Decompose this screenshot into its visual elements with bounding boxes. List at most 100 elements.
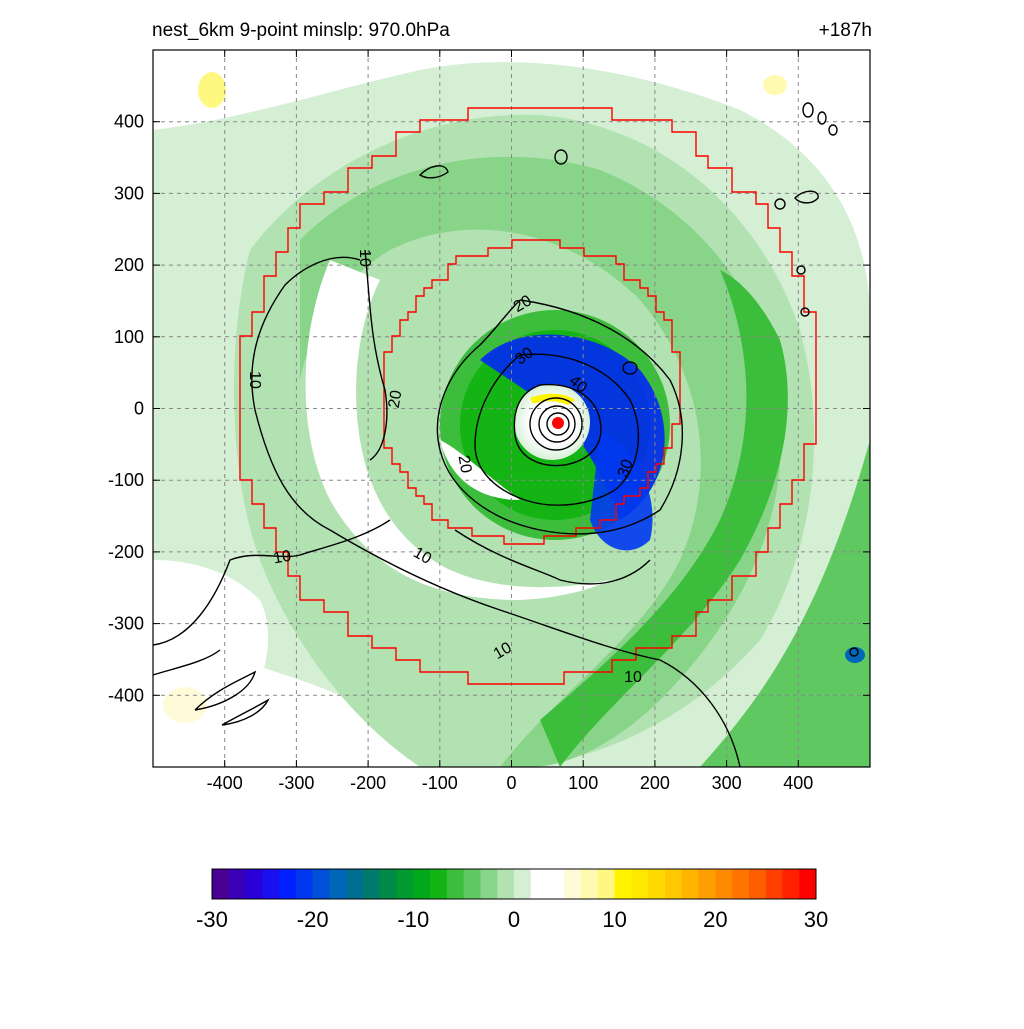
contour-10-inner (364, 249, 388, 461)
yellow-patch-ne (763, 75, 787, 95)
colorbar-swatch (698, 869, 716, 899)
contour-blob-e (622, 361, 638, 375)
contour-label: 10 (356, 249, 373, 267)
contour-blob-sw3 (153, 649, 221, 676)
contour-label: 10 (624, 669, 642, 686)
contour-10-sw (153, 519, 391, 646)
contour-inner-1 (529, 397, 583, 451)
y-tick-label: 300 (114, 183, 144, 203)
y-tick-label: -100 (108, 470, 144, 490)
colorbar-swatch (312, 869, 330, 899)
contour-10-south (454, 529, 651, 585)
colorbar-swatch (581, 869, 599, 899)
colorbar-tick-label: -20 (297, 907, 329, 932)
colorbar-swatch (497, 869, 515, 899)
contour-blob-se (849, 647, 859, 657)
yellow-patch-nw (198, 72, 226, 108)
colorbar-swatch (262, 869, 280, 899)
contour-blob-n2 (554, 149, 568, 165)
contour-inner-2 (538, 405, 576, 443)
plot-title-right: +187h (818, 20, 872, 41)
contour-layer (153, 102, 859, 767)
colorbar-swatch (228, 869, 247, 899)
x-tick-label: 200 (640, 773, 670, 793)
colorbar-swatch (732, 869, 750, 899)
colorbar-swatch (564, 869, 582, 899)
colorbar-swatch (212, 869, 230, 899)
contour-label: 10 (246, 371, 263, 389)
spiral-band-dark (540, 270, 788, 767)
colorbar-frame (211, 868, 817, 900)
plot-title-left: nest_6km 9-point minslp: 970.0hPa (152, 20, 450, 41)
x-tick-label: -200 (350, 773, 386, 793)
contour-label: 10 (272, 548, 293, 568)
x-tick-label: 0 (506, 773, 516, 793)
y-tick-label: 400 (114, 112, 144, 132)
colorbar-swatch (631, 869, 649, 899)
colorbar-swatch (648, 869, 666, 899)
contour-20 (436, 299, 684, 535)
x-tick-label: -300 (278, 773, 314, 793)
y-tick-label: -400 (108, 685, 144, 705)
colorbar-swatch (413, 869, 431, 899)
colorbar-swatch (765, 869, 783, 899)
field-layer (153, 50, 870, 767)
colorbar-swatch (346, 869, 364, 899)
contour-40 (513, 383, 602, 467)
blue-spot-se (845, 647, 865, 663)
y-tick-label: 0 (134, 399, 144, 419)
nest-boundary-outer (239, 107, 817, 685)
colorbar-tick-label: 10 (602, 907, 626, 932)
contour-label: 30 (615, 457, 637, 480)
colorbar-tick-label: -10 (397, 907, 429, 932)
se-green-region (700, 440, 870, 767)
colorbar-swatch (430, 869, 448, 899)
colorbar-swatch (799, 869, 817, 899)
y-tick-label: -200 (108, 542, 144, 562)
storm-center-marker (552, 417, 564, 429)
colorbar-swatch (782, 869, 800, 899)
colorbar-tick-label: 0 (508, 907, 520, 932)
yellow-patch-sw (163, 687, 207, 723)
colorbar-swatch (446, 869, 465, 899)
contour-label: 20 (511, 292, 535, 316)
colorbar-swatch (396, 869, 414, 899)
contour-label: 10 (410, 544, 434, 568)
dry-slot (305, 260, 610, 600)
colorbar-swatch (597, 869, 616, 899)
contour-10-outer (251, 256, 741, 767)
contour-blob-sw2 (221, 698, 270, 726)
colorbar-swatch (329, 869, 347, 899)
colorbar-swatch (681, 869, 700, 899)
nest-boundary-inner (383, 239, 681, 545)
colorbar-swatch (379, 869, 398, 899)
colorbar-swatch (295, 869, 314, 899)
colorbar-swatch (463, 869, 481, 899)
colorbar-swatch (665, 869, 683, 899)
axes: -400 -300 -200 -100 0 100 200 300 40040030020010… (108, 50, 870, 793)
x-tick-label: 300 (712, 773, 742, 793)
contour-blob-ne6 (796, 265, 806, 275)
ne-clear-region (760, 50, 870, 200)
contour-blob-n1 (418, 165, 449, 179)
contour-blob-sw1 (194, 670, 257, 711)
contour-blob-ne7 (800, 307, 810, 317)
y-tick-label: 200 (114, 255, 144, 275)
x-tick-label: -100 (422, 773, 458, 793)
contour-blob-ne1 (802, 102, 814, 118)
contour-30 (474, 353, 640, 506)
colorbar-swatch (480, 869, 498, 899)
colorbar-swatch (279, 869, 297, 899)
contour-inner-3 (546, 412, 570, 436)
x-tick-label: -400 (207, 773, 243, 793)
x-tick-label: 100 (568, 773, 598, 793)
contour-blob-ne4 (794, 190, 819, 204)
colorbar-swatch (530, 869, 549, 899)
colorbar-swatch (245, 869, 263, 899)
y-tick-label: 100 (114, 327, 144, 347)
contour-blob-ne3 (828, 124, 838, 136)
contour-blob-ne5 (774, 198, 786, 210)
contour-label: 20 (386, 389, 406, 410)
